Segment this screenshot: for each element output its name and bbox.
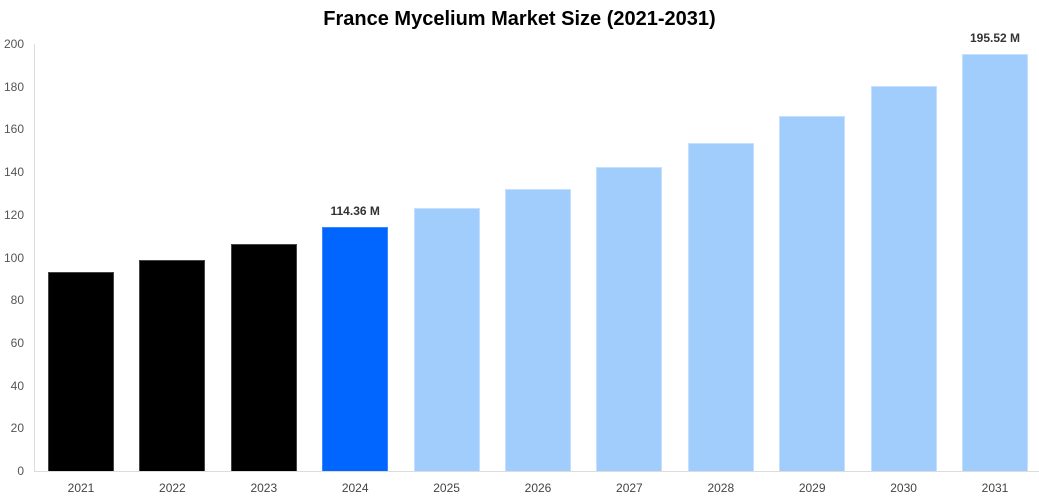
data-label-2031: 195.52 M: [969, 30, 1021, 45]
y-tick-label: 20: [10, 421, 24, 436]
bar-2021[interactable]: [48, 272, 114, 471]
x-axis-line: [34, 471, 1039, 472]
y-tick-label: 120: [3, 207, 24, 222]
x-tick-label: 2022: [159, 481, 186, 495]
bar-2024[interactable]: [322, 226, 389, 471]
bar-2029[interactable]: [779, 115, 846, 471]
bar-2026[interactable]: [505, 188, 571, 471]
y-tick-label: 180: [3, 79, 24, 94]
plot-area: [34, 44, 1039, 471]
data-label-2024: 114.36 M: [330, 203, 380, 218]
bar-2030[interactable]: [870, 86, 937, 471]
bar-2027[interactable]: [596, 166, 663, 471]
x-tick-label: 2030: [890, 481, 917, 495]
y-tick-label: 100: [3, 250, 24, 265]
y-tick-label: 60: [10, 335, 24, 350]
y-tick-label: 140: [3, 165, 24, 180]
x-tick-label: 2028: [707, 481, 735, 495]
y-tick-label: 80: [10, 293, 24, 308]
x-tick-label: 2023: [250, 481, 278, 495]
y-axis-line: [34, 44, 35, 471]
bar-2023[interactable]: [230, 244, 297, 471]
bar-2028[interactable]: [687, 143, 754, 471]
x-tick-label: 2029: [798, 481, 826, 495]
y-tick-label: 160: [3, 122, 24, 137]
y-tick-label: 200: [3, 37, 24, 51]
x-tick-label: 2026: [524, 481, 552, 495]
bar-2025[interactable]: [413, 207, 480, 471]
bar-2022[interactable]: [139, 260, 206, 471]
x-tick-label: 2025: [433, 481, 460, 495]
x-tick-label: 2021: [67, 481, 95, 495]
x-tick-label: 2024: [341, 481, 369, 495]
y-tick-label: 40: [10, 378, 24, 393]
y-tick-label: 0: [17, 464, 24, 478]
chart-title: France Mycelium Market Size (2021-2031): [323, 8, 716, 30]
x-tick-label: 2031: [981, 481, 1009, 495]
bar-2031[interactable]: [962, 53, 1028, 471]
x-tick-label: 2027: [616, 481, 643, 495]
